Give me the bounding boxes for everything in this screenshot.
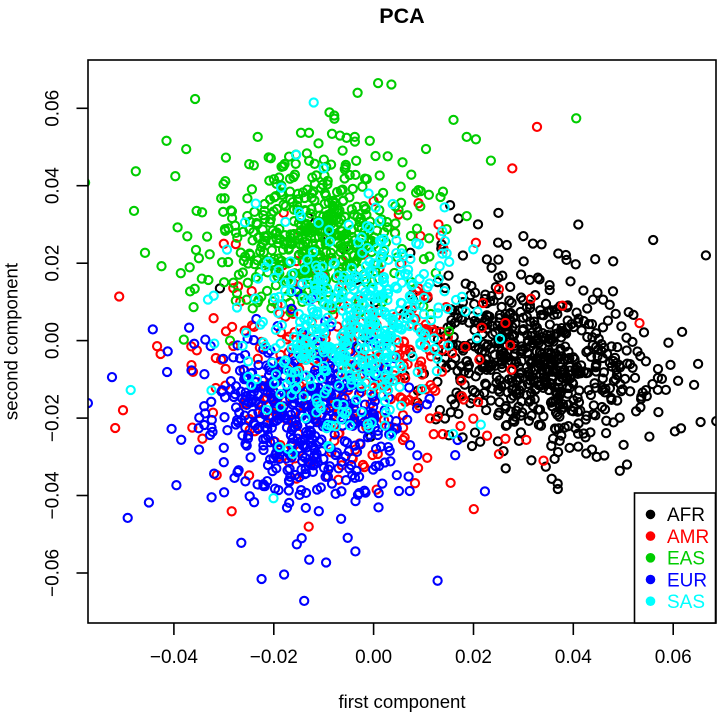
svg-text:first component: first component: [338, 691, 466, 712]
svg-text:AFR: AFR: [667, 505, 705, 526]
svg-text:0.06: 0.06: [43, 90, 64, 127]
svg-text:−0.06: −0.06: [43, 549, 64, 597]
svg-text:SAS: SAS: [667, 592, 705, 613]
svg-text:EAS: EAS: [667, 549, 705, 570]
svg-text:−0.04: −0.04: [43, 471, 64, 520]
svg-text:−0.02: −0.02: [250, 647, 298, 668]
svg-text:AMR: AMR: [667, 527, 709, 548]
svg-text:EUR: EUR: [667, 570, 707, 591]
svg-text:0.02: 0.02: [455, 647, 492, 668]
svg-text:−0.04: −0.04: [150, 647, 199, 668]
svg-text:−0.02: −0.02: [43, 394, 64, 442]
svg-text:0.04: 0.04: [43, 167, 64, 204]
svg-text:0.00: 0.00: [43, 322, 64, 359]
svg-text:0.04: 0.04: [555, 647, 592, 668]
svg-text:0.02: 0.02: [43, 245, 64, 282]
svg-text:0.00: 0.00: [355, 647, 392, 668]
svg-text:0.06: 0.06: [655, 647, 692, 668]
svg-text:PCA: PCA: [379, 4, 424, 28]
svg-text:second component: second component: [1, 262, 22, 420]
